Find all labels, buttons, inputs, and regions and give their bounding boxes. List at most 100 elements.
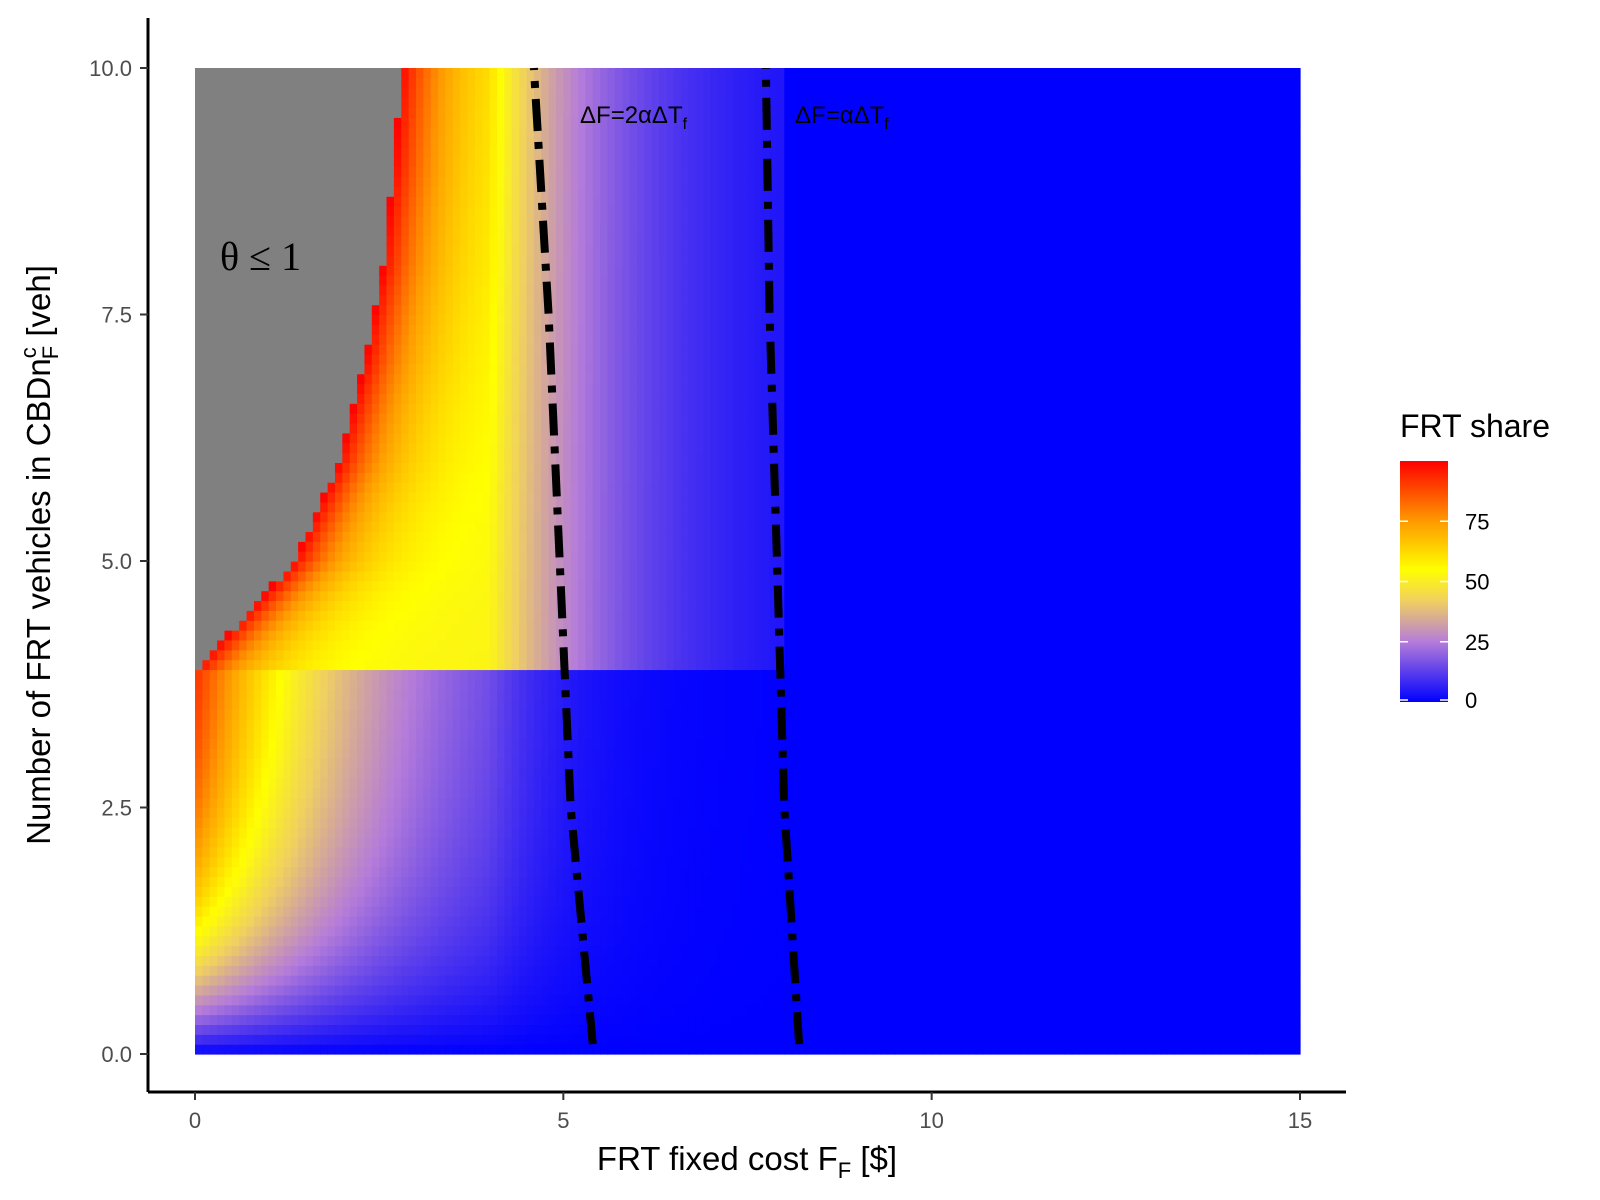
heatmap-cell — [312, 876, 321, 887]
heatmap-cell — [769, 797, 778, 809]
heatmap-cell — [1101, 728, 1110, 740]
heatmap-cell — [202, 975, 211, 986]
heatmap-cell — [379, 925, 388, 937]
heatmap-cell — [1174, 984, 1183, 996]
heatmap-cell — [305, 866, 314, 878]
heatmap-cell — [563, 935, 572, 947]
heatmap-cell — [276, 768, 284, 779]
heatmap-cell — [732, 768, 741, 779]
heatmap-cell — [541, 965, 550, 976]
heatmap-cell — [379, 1014, 388, 1026]
heatmap-cell — [430, 955, 439, 966]
heatmap-cell — [1174, 768, 1183, 779]
heatmap-cell — [762, 955, 771, 966]
heatmap-cell — [1160, 906, 1168, 917]
heatmap-cell — [379, 994, 388, 1006]
heatmap-cell — [769, 876, 778, 887]
heatmap-cell — [975, 955, 984, 966]
heatmap-cell — [740, 1024, 749, 1035]
heatmap-cell — [1182, 866, 1191, 878]
heatmap-cell — [1248, 807, 1257, 818]
heatmap-cell — [1027, 886, 1036, 897]
heatmap-cell — [1160, 945, 1168, 956]
heatmap-cell — [239, 925, 248, 937]
heatmap-cell — [968, 925, 977, 937]
heatmap-cell — [725, 768, 734, 779]
heatmap-cell — [541, 906, 550, 917]
heatmap-cell — [1012, 945, 1021, 956]
heatmap-cell — [666, 827, 675, 838]
heatmap-cell — [1277, 758, 1286, 769]
heatmap-cell — [533, 817, 542, 828]
heatmap-cell — [555, 1044, 564, 1055]
heatmap-cell — [1123, 915, 1132, 927]
heatmap-cell — [1137, 1034, 1146, 1045]
heatmap-cell — [452, 768, 461, 779]
heatmap-cell — [548, 768, 557, 779]
heatmap-cell — [283, 1034, 292, 1045]
heatmap-cell — [1182, 807, 1191, 818]
heatmap-cell — [209, 856, 218, 868]
heatmap-cell — [806, 935, 815, 947]
heatmap-cell — [578, 984, 587, 996]
heatmap-cell — [651, 797, 660, 809]
heatmap-cell — [408, 1004, 417, 1016]
heatmap-cell — [924, 906, 933, 917]
heatmap-cell — [504, 915, 513, 927]
heatmap-cell — [489, 935, 498, 947]
heatmap-cell — [902, 827, 911, 838]
heatmap-cell — [1189, 787, 1198, 799]
heatmap-cell — [1277, 797, 1286, 809]
heatmap-cell — [1020, 777, 1029, 789]
heatmap-cell — [747, 945, 756, 956]
heatmap-cell — [629, 758, 638, 769]
heatmap-cell — [504, 866, 513, 878]
heatmap-cell — [268, 777, 277, 789]
heatmap-cell — [1145, 846, 1154, 858]
heatmap-cell — [253, 807, 262, 818]
heatmap-cell — [799, 925, 808, 937]
heatmap-cell — [349, 925, 358, 937]
heatmap-cell — [732, 965, 741, 976]
heatmap-cell — [1204, 728, 1213, 740]
heatmap-cell — [195, 1004, 203, 1016]
heatmap-cell — [1241, 787, 1250, 799]
heatmap-cell — [497, 935, 505, 947]
heatmap-cell — [1241, 856, 1250, 868]
heatmap-cell — [666, 866, 675, 878]
heatmap-cell — [1034, 965, 1043, 976]
heatmap-cell — [253, 915, 262, 927]
heatmap-cell — [1204, 1034, 1213, 1045]
heatmap-cell — [1086, 817, 1095, 828]
heatmap-cell — [253, 768, 262, 779]
heatmap-cell — [460, 965, 469, 976]
heatmap-cell — [1005, 1014, 1014, 1026]
heatmap-cell — [585, 837, 594, 848]
heatmap-cell — [1196, 994, 1205, 1006]
heatmap-cell — [740, 1004, 749, 1016]
heatmap-cell — [460, 975, 469, 986]
heatmap-cell — [224, 817, 233, 828]
heatmap-cell — [607, 758, 616, 769]
heatmap-cell — [268, 787, 277, 799]
heatmap-cell — [283, 945, 292, 956]
heatmap-cell — [482, 777, 491, 789]
heatmap-cell — [931, 846, 940, 858]
heatmap-cell — [939, 925, 947, 937]
heatmap-cell — [320, 1044, 329, 1055]
heatmap-cell — [637, 827, 645, 838]
heatmap-cell — [1196, 856, 1205, 868]
heatmap-cell — [1027, 984, 1036, 996]
heatmap-cell — [371, 975, 380, 986]
heatmap-cell — [806, 1024, 815, 1035]
heatmap-cell — [320, 817, 329, 828]
heatmap-cell — [614, 866, 623, 878]
heatmap-cell — [445, 738, 454, 749]
heatmap-cell — [931, 1044, 940, 1055]
heatmap-cell — [629, 935, 638, 947]
heatmap-cell — [821, 856, 830, 868]
heatmap-cell — [1086, 896, 1095, 907]
heatmap-cell — [1226, 817, 1235, 828]
heatmap-cell — [519, 728, 528, 740]
heatmap-cell — [209, 906, 218, 917]
